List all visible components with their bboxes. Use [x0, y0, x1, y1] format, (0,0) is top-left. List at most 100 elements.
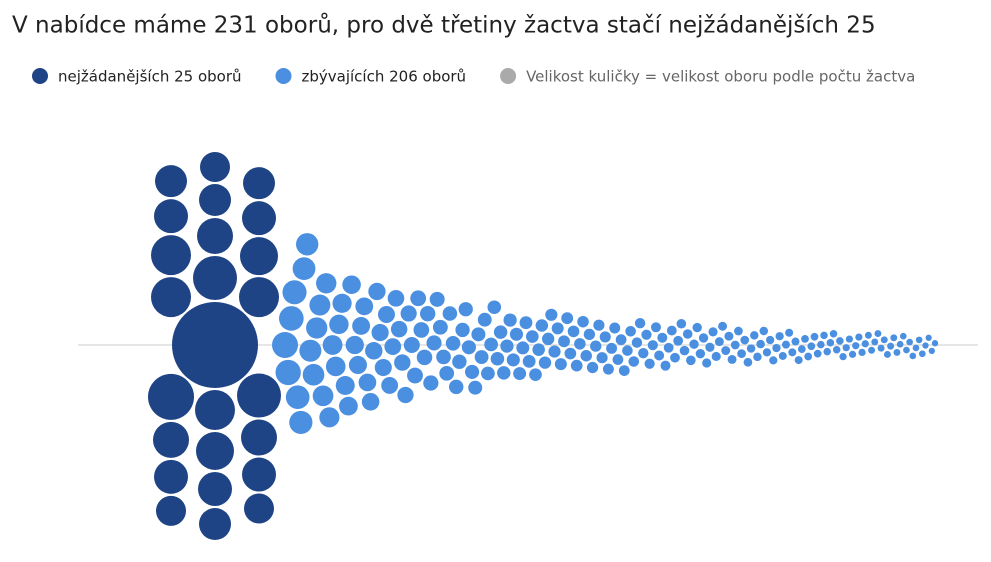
bubble: [558, 335, 570, 348]
bubble: [679, 345, 690, 356]
bubble: [197, 218, 233, 254]
bubble: [778, 351, 787, 360]
bubble: [801, 335, 809, 343]
bubble: [432, 319, 448, 335]
bubble: [154, 199, 188, 234]
bubble: [746, 344, 756, 353]
bubble: [829, 330, 838, 338]
bubble: [368, 282, 386, 301]
bubble: [612, 354, 624, 365]
bubble: [384, 338, 402, 356]
bubble: [906, 338, 913, 346]
bubble: [615, 334, 627, 346]
bubble: [513, 367, 527, 381]
bubble: [823, 347, 831, 356]
bubble: [439, 365, 455, 381]
bubble: [407, 367, 423, 384]
bubble: [151, 235, 191, 276]
bubble: [580, 350, 592, 362]
chart-title: V nabídce máme 231 oborů, pro dvě třetin…: [12, 12, 876, 39]
bubble: [237, 373, 281, 418]
bubble: [861, 340, 869, 348]
bubble: [864, 331, 872, 339]
bubble: [239, 277, 279, 318]
bubble: [240, 237, 278, 276]
bubble: [199, 184, 231, 216]
bubble: [762, 348, 772, 357]
bubble: [912, 344, 920, 352]
bubble: [352, 316, 371, 335]
bubble: [593, 319, 605, 331]
bubble: [737, 349, 746, 358]
bubble: [931, 340, 939, 347]
bubble: [365, 342, 383, 360]
legend-label: zbývajících 206 oborů: [302, 68, 467, 86]
bubble: [711, 351, 721, 362]
bubble: [200, 152, 230, 182]
bubble: [519, 316, 533, 330]
bubble: [788, 348, 797, 357]
bubble: [599, 331, 611, 343]
bubble: [275, 359, 301, 386]
bubble: [660, 360, 671, 371]
bubble: [692, 322, 702, 333]
bubble: [740, 335, 750, 345]
bubble: [445, 336, 461, 351]
bubble: [695, 348, 706, 359]
bubble: [628, 356, 640, 367]
bubble: [292, 257, 316, 281]
bubble: [743, 357, 753, 367]
bubble: [583, 328, 596, 341]
bubble: [915, 336, 923, 344]
bubble: [676, 318, 687, 329]
bubble: [896, 340, 904, 348]
legend-swatch: [500, 68, 517, 84]
bubble: [545, 308, 558, 321]
bubble: [602, 363, 614, 375]
bubble: [666, 325, 677, 336]
bubble: [561, 312, 574, 325]
bubble: [577, 315, 589, 328]
bubble: [794, 356, 803, 365]
bubble: [567, 325, 580, 338]
bubble: [242, 457, 276, 492]
bubble: [654, 350, 665, 361]
bubble: [497, 366, 511, 380]
bubble: [302, 363, 325, 386]
bubble: [810, 332, 819, 341]
bubble: [400, 305, 417, 322]
bubble: [335, 376, 355, 395]
bubble: [641, 329, 652, 340]
bubble: [436, 349, 451, 365]
bubble: [325, 356, 346, 377]
bubble: [429, 291, 445, 307]
bubble: [312, 385, 334, 407]
bubble: [506, 353, 520, 367]
bubble: [852, 342, 860, 350]
bubble: [420, 305, 436, 322]
bubble: [481, 366, 495, 381]
bubble: [154, 459, 188, 494]
bubble: [242, 201, 276, 236]
bubble: [371, 323, 389, 342]
bubble: [845, 335, 853, 343]
bubble: [474, 350, 489, 364]
bubble: [622, 345, 633, 356]
bubble: [306, 317, 328, 339]
bubble: [493, 325, 508, 339]
bubble: [698, 333, 709, 343]
bubble: [772, 343, 781, 353]
bubble: [750, 331, 759, 340]
bubble: [928, 347, 935, 355]
bubble: [309, 294, 331, 316]
bubble: [842, 344, 850, 352]
bubble: [487, 300, 502, 315]
bubble: [718, 321, 728, 331]
bubble: [468, 380, 483, 395]
bubble: [316, 273, 337, 294]
bubble: [727, 354, 737, 364]
bubble: [413, 322, 430, 338]
bubble: [670, 352, 680, 363]
bubble: [403, 337, 420, 353]
bubble: [759, 326, 769, 336]
